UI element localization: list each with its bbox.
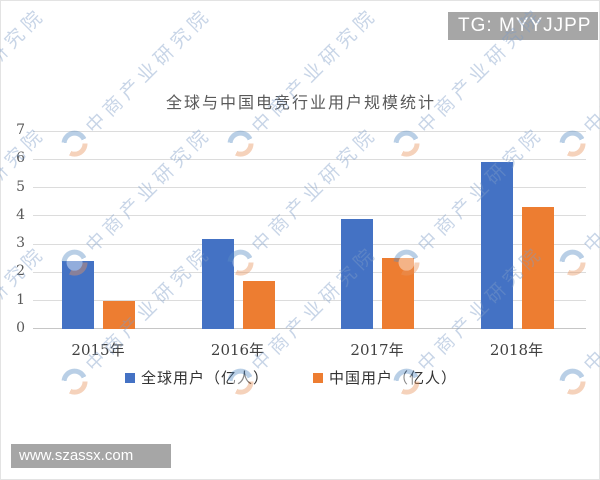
y-tick-label-0: 0 [16,320,25,336]
legend-swatch-icon [124,372,135,383]
telegram-badge: TG: MYYJJPP [448,12,598,40]
bar-2017年-中国用户（亿人） [382,258,414,329]
x-tick-label-2017年: 2017年 [350,341,404,359]
y-tick-label-5: 5 [16,178,25,195]
gridline-2 [33,271,586,273]
y-tick-label-3: 3 [16,235,25,252]
bar-2017年-全球用户（亿人） [341,218,373,329]
gridline-7 [33,130,586,132]
legend-item-全球用户（亿人）: 全球用户（亿人） [124,367,269,388]
x-tick-label-2018年: 2018年 [489,341,544,359]
gridline-4 [33,215,586,217]
chart-title: 全球与中国电竞行业用户规模统计 [165,93,436,112]
y-tick-label-1: 1 [16,291,25,308]
bar-2018年-全球用户（亿人） [480,162,513,329]
y-tick-label-7: 7 [16,122,25,138]
y-tick-label-4: 4 [16,206,25,223]
legend-label: 全球用户（亿人） [140,369,269,387]
bar-2015年-全球用户（亿人） [62,261,94,329]
gridline-5 [33,187,586,189]
watermark-text: 中商产业研究院 [81,3,216,139]
gridline-3 [33,243,586,245]
bar-2016年-全球用户（亿人） [201,238,234,329]
plot-area [33,130,586,329]
bar-2015年-中国用户（亿人） [103,300,135,329]
y-tick-label-2: 2 [16,263,25,280]
website-bar: www.szassx.com [11,444,171,468]
legend: 全球用户（亿人） 中国用户（亿人） [1,367,581,388]
gridline-6 [33,158,586,160]
x-tick-label-2015年: 2015年 [71,341,125,359]
watermark-text: 中商产业研究院 [247,3,382,139]
gridline-0 [33,328,586,329]
legend-label: 中国用户（亿人） [329,369,458,387]
y-tick-label-6: 6 [16,150,25,167]
x-tick-label-2016年: 2016年 [210,341,265,359]
bar-2016年-中国用户（亿人） [242,280,275,329]
bar-2018年-中国用户（亿人） [521,207,554,329]
watermark-text: 中商产业研究院 [0,3,50,139]
legend-item-中国用户（亿人）: 中国用户（亿人） [313,367,457,388]
legend-swatch-icon [313,372,323,383]
gridline-1 [33,300,586,302]
